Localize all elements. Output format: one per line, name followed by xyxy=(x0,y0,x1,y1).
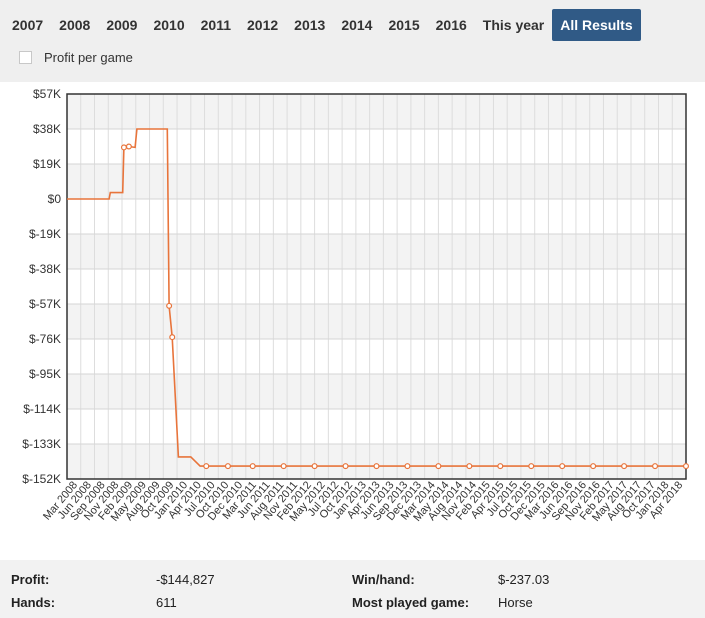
year-tab-all-results[interactable]: All Results xyxy=(552,9,641,41)
plot-band xyxy=(67,304,686,339)
data-point xyxy=(621,463,628,470)
y-tick-label: $-95K xyxy=(29,367,61,381)
most-played-value: Horse xyxy=(498,595,533,610)
most-played-label: Most played game: xyxy=(352,595,470,610)
data-point xyxy=(249,463,256,470)
y-tick-label: $-19K xyxy=(29,227,61,241)
plot-band xyxy=(67,269,686,304)
plot-band xyxy=(67,164,686,199)
plot-band xyxy=(67,374,686,409)
y-tick-label: $-152K xyxy=(22,472,61,486)
data-point xyxy=(373,463,380,470)
data-point xyxy=(166,302,173,309)
year-tab-2011[interactable]: 2011 xyxy=(200,17,231,33)
year-tab-2008[interactable]: 2008 xyxy=(59,17,91,33)
plot-band xyxy=(67,129,686,164)
data-point xyxy=(590,463,597,470)
data-point xyxy=(125,143,132,150)
data-point xyxy=(280,463,287,470)
data-point xyxy=(528,463,535,470)
y-tick-label: $19K xyxy=(33,157,61,171)
y-tick-label: $-76K xyxy=(29,332,61,346)
profit-per-game-checkbox[interactable] xyxy=(19,51,32,64)
year-tab-2012[interactable]: 2012 xyxy=(247,17,279,33)
profit-chart: $57K $38K $19K $0 $-19K $-38K $-57K $-76K $-95K $… xyxy=(0,82,705,557)
data-point xyxy=(652,463,659,470)
plot-band xyxy=(67,94,686,129)
data-point xyxy=(311,463,318,470)
y-tick-label: $-57K xyxy=(29,297,61,311)
plot-band xyxy=(67,234,686,269)
year-tab-2016[interactable]: 2016 xyxy=(435,17,467,33)
year-tab-2010[interactable]: 2010 xyxy=(153,17,185,33)
data-point xyxy=(682,463,689,470)
data-point xyxy=(466,463,473,470)
data-point xyxy=(404,463,411,470)
winhand-label: Win/hand: xyxy=(352,572,415,587)
data-point xyxy=(224,463,231,470)
y-tick-label: $-38K xyxy=(29,262,61,276)
year-tab-2007[interactable]: 2007 xyxy=(12,17,44,33)
year-tabs: 2007 2008 2009 2010 2011 2012 2013 2014 2015 2016… xyxy=(4,9,641,41)
y-tick-label: $0 xyxy=(48,192,62,206)
profit-label: Profit: xyxy=(11,572,50,587)
data-point xyxy=(435,463,442,470)
plot-band xyxy=(67,409,686,444)
plot-band xyxy=(67,199,686,234)
hands-value: 611 xyxy=(156,595,177,610)
y-tick-label: $-114K xyxy=(23,402,61,416)
year-tab-2013[interactable]: 2013 xyxy=(294,17,326,33)
data-point xyxy=(342,463,349,470)
profit-chart-svg: $57K $38K $19K $0 $-19K $-38K $-57K $-76K $-95K $… xyxy=(22,87,689,524)
plot-band xyxy=(67,444,686,479)
winhand-value: $-237.03 xyxy=(498,572,550,587)
hands-label: Hands: xyxy=(11,595,56,610)
y-tick-label: $-133K xyxy=(22,437,61,451)
data-point xyxy=(169,334,176,341)
y-tick-label: $38K xyxy=(33,122,61,136)
summary-panel: Profit: -$144,827 Win/hand: $-237.03 Han… xyxy=(0,560,705,618)
plot-band xyxy=(67,339,686,374)
data-point xyxy=(559,463,566,470)
y-tick-label: $57K xyxy=(33,87,61,101)
profit-value: -$144,827 xyxy=(156,572,215,587)
year-tab-2009[interactable]: 2009 xyxy=(106,17,138,33)
data-point xyxy=(203,463,210,470)
filter-bar: 2007 2008 2009 2010 2011 2012 2013 2014 2015 2016… xyxy=(0,0,705,82)
plot-border xyxy=(66,93,687,480)
profit-per-game-toggle[interactable]: Profit per game xyxy=(19,50,133,65)
year-tab-2014[interactable]: 2014 xyxy=(341,17,373,33)
year-tab-2015[interactable]: 2015 xyxy=(388,17,420,33)
year-tab-this-year[interactable]: This year xyxy=(482,17,545,33)
data-point xyxy=(120,144,127,151)
profit-per-game-label: Profit per game xyxy=(44,50,133,65)
data-point xyxy=(497,463,504,470)
